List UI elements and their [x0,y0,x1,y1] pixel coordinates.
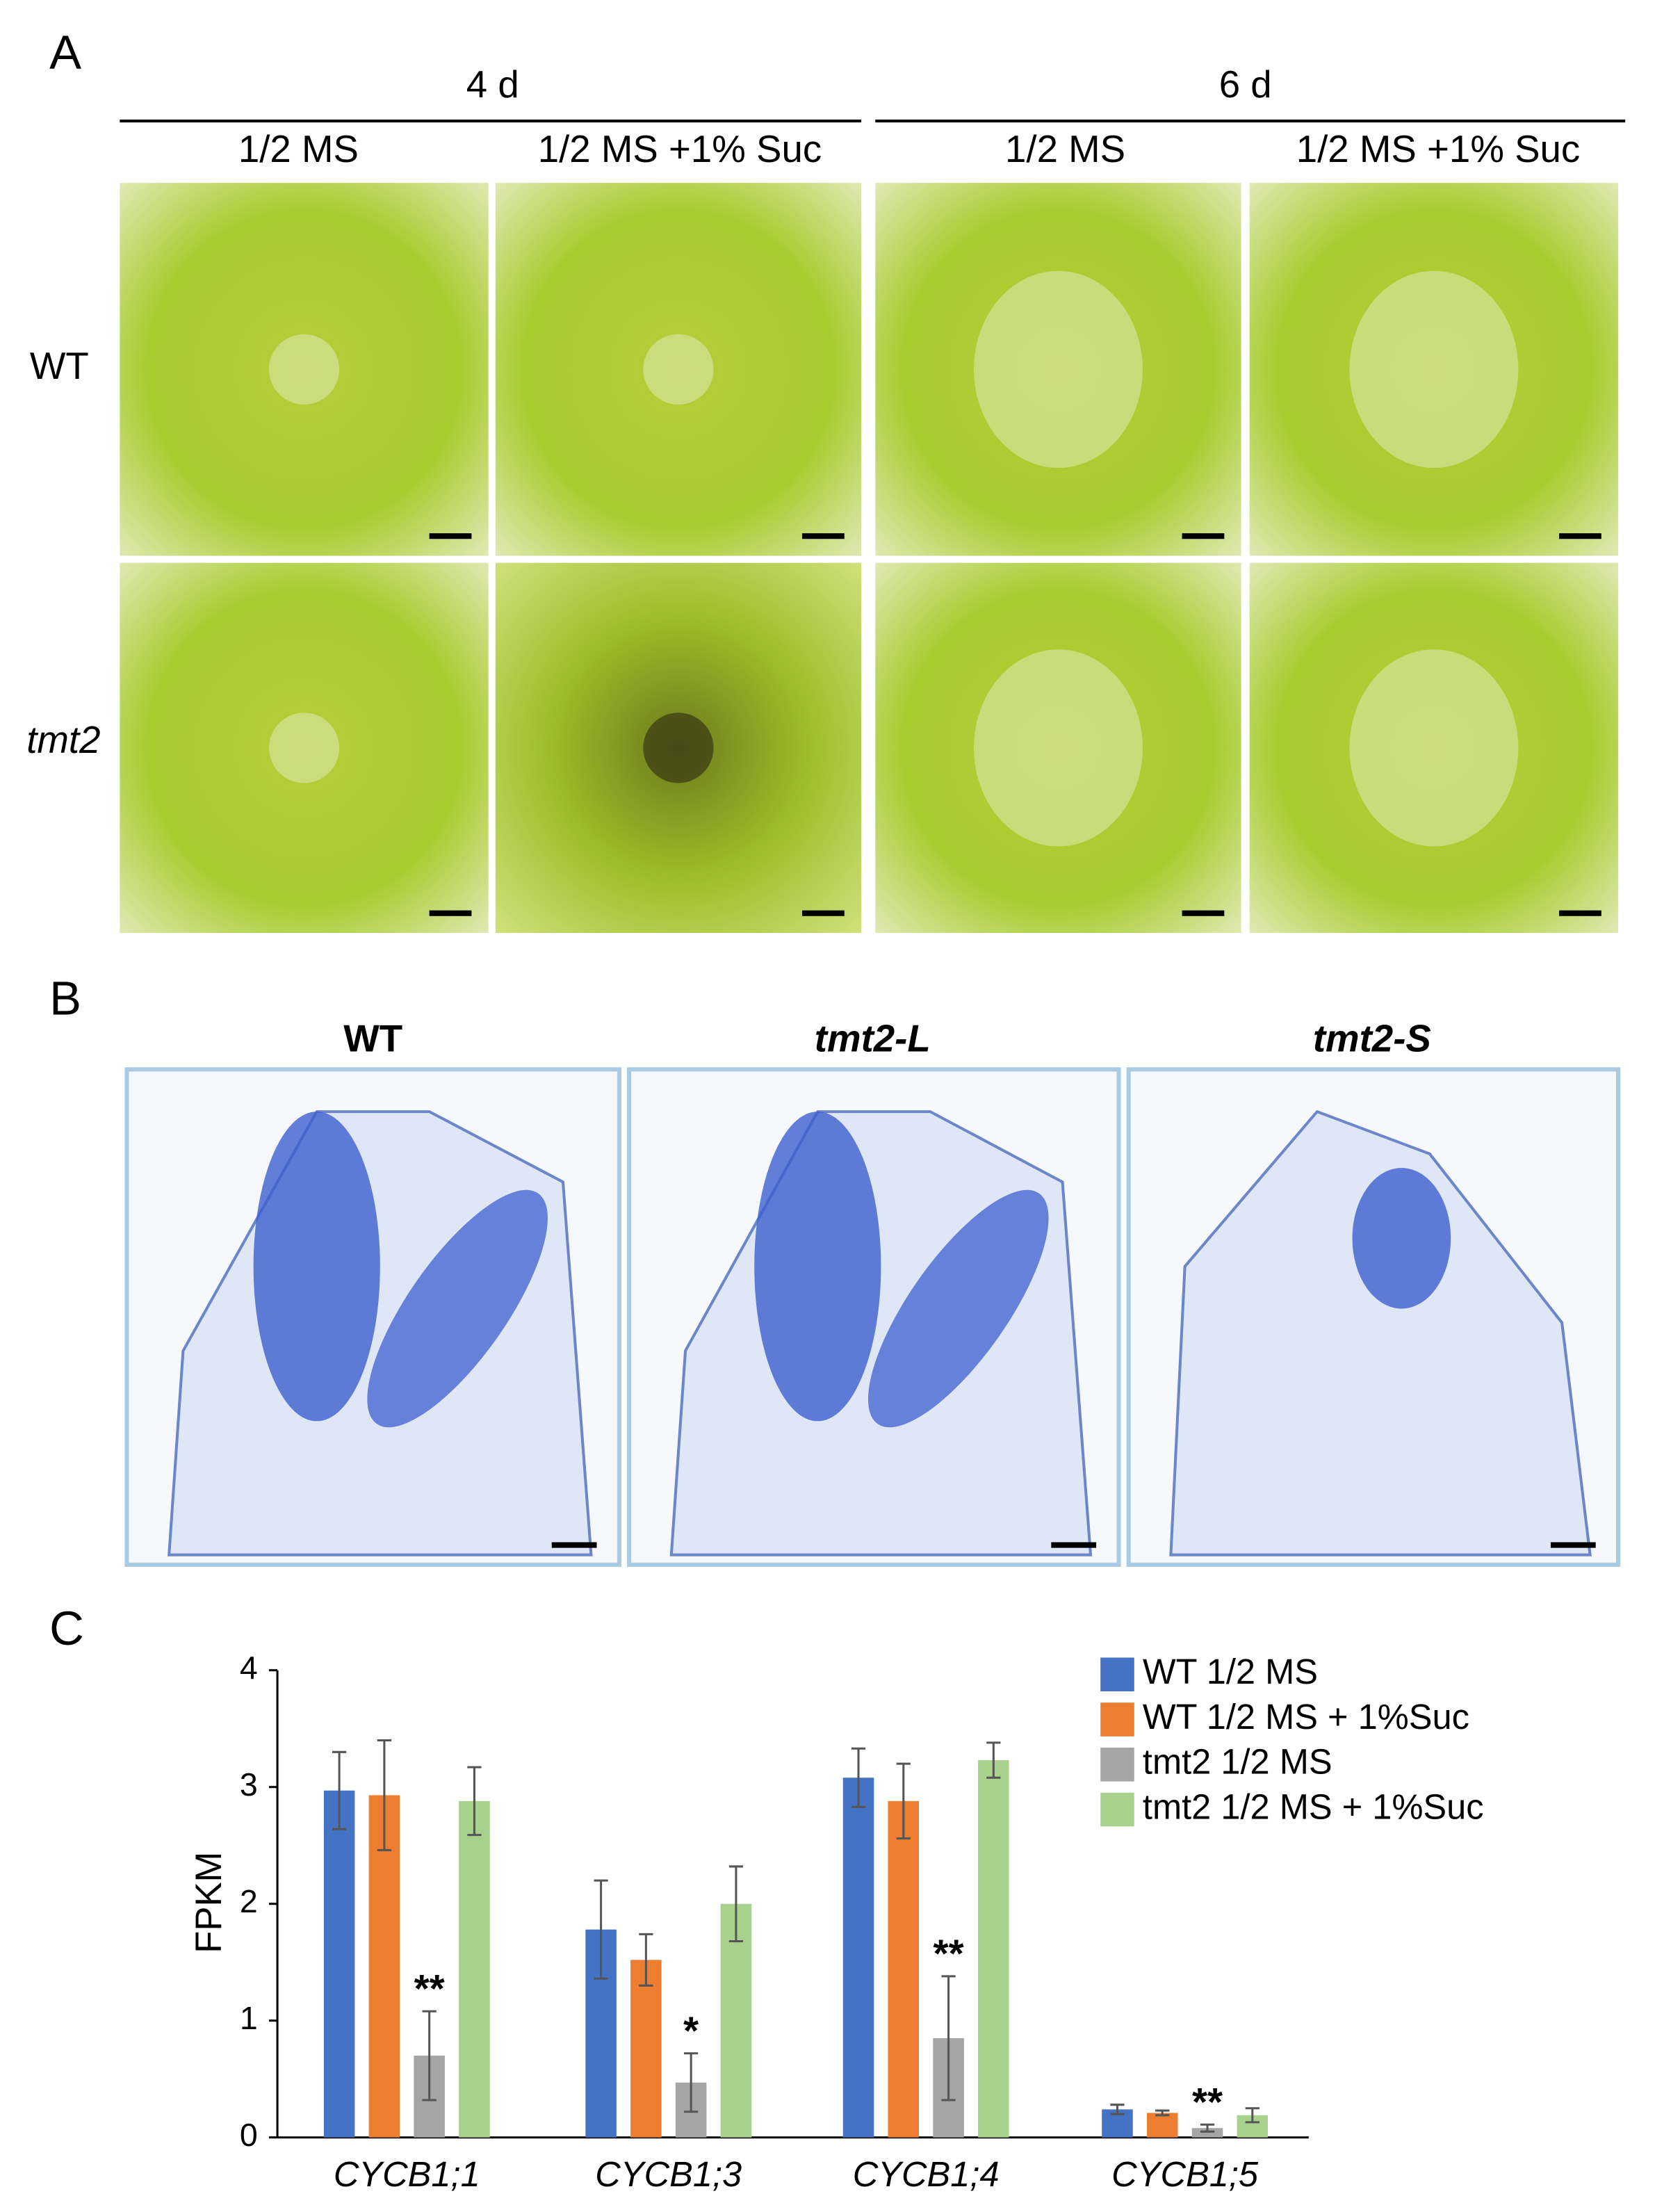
y-tick-label: 0 [240,2117,258,2153]
x-tick-label: CYCB1;5 [1111,2154,1259,2194]
y-axis-label: FPKM [188,1852,229,1953]
row-label: WT [30,345,89,387]
error-bar [851,1747,866,1808]
error-bar [1200,2123,1215,2133]
error-bar [332,1750,347,1830]
photo-detail [1349,270,1519,469]
photo-detail [643,713,714,783]
photo-grid [120,183,1619,934]
photo-detail [643,334,714,405]
section-title: WT [343,1017,402,1059]
section-title: tmt2-S [1313,1017,1431,1059]
condition-header: 1/2 MS +1% Suc [538,128,822,170]
tissue [1169,1109,1592,1556]
significance-label: ** [934,1933,964,1976]
error-bar [377,1739,392,1851]
legend-swatch [1100,1748,1134,1782]
row-label: tmt2 [26,719,100,761]
stained-region [367,1189,548,1428]
legend-swatch [1100,1657,1134,1692]
error-bar [728,1865,744,1942]
stained-region [1352,1168,1451,1309]
photo-detail [268,334,340,405]
bar [1146,2113,1178,2138]
bar [888,1800,920,2138]
y-tick-label: 1 [240,2000,258,2036]
photo-detail [268,713,340,783]
section-images [124,1067,1621,1567]
group-header: 6 d [1219,63,1272,106]
panel-label: B [49,971,81,1025]
photo-detail [1349,649,1519,847]
error-bar [1110,2104,1125,2115]
error-bar [639,1933,653,1987]
error-bar [1245,2107,1259,2124]
y-tick-label: 4 [240,1650,258,1686]
panel-label: A [49,26,81,79]
legend-label: tmt2 1/2 MS [1143,1742,1332,1782]
error-bar [986,1741,1001,1779]
significance-label: ** [414,1967,445,2011]
y-tick-label: 2 [240,1883,258,1919]
condition-header: 1/2 MS [238,128,359,170]
significance-label: ** [1192,2081,1223,2124]
error-bar [941,1975,956,2101]
bar [630,1960,662,2138]
bar [720,1903,752,2138]
chart: 0 1 2 3 4 FPKM CYCB1;1 ** CYCB1;3 * CYCB1;4 ** CYCB1… [188,1650,1484,2194]
photo-detail [974,270,1143,469]
error-bar [684,2052,699,2113]
significance-label: * [683,2009,699,2053]
bar [842,1778,874,2138]
legend-label: tmt2 1/2 MS + 1%Suc [1143,1787,1484,1826]
error-bar [467,1766,482,1837]
x-tick-label: CYCB1;3 [595,2154,742,2194]
photo-detail [974,649,1143,847]
bar [368,1795,400,2138]
x-tick-label: CYCB1;1 [334,2154,480,2194]
group-header: 4 d [466,63,519,106]
condition-header: 1/2 MS [1005,128,1125,170]
bar [323,1790,355,2138]
legend-label: WT 1/2 MS + 1%Suc [1143,1697,1469,1737]
stained-region [754,1112,881,1422]
x-tick-label: CYCB1;4 [853,2154,1000,2194]
legend-label: WT 1/2 MS [1143,1652,1318,1691]
condition-header: 1/2 MS +1% Suc [1296,128,1580,170]
y-tick-label: 3 [240,1766,258,1803]
panel-label: C [49,1602,84,1655]
error-bar [896,1762,911,1840]
error-bar [1155,2109,1170,2117]
stained-region [867,1189,1049,1428]
error-bar [594,1879,608,1980]
bar [459,1800,490,2138]
error-bar [422,2010,437,2101]
section-title: tmt2-L [815,1017,931,1059]
legend-swatch [1100,1702,1134,1737]
legend-swatch [1100,1792,1134,1827]
bar [978,1760,1009,2138]
bar [1191,2128,1223,2138]
stained-region [253,1112,380,1422]
